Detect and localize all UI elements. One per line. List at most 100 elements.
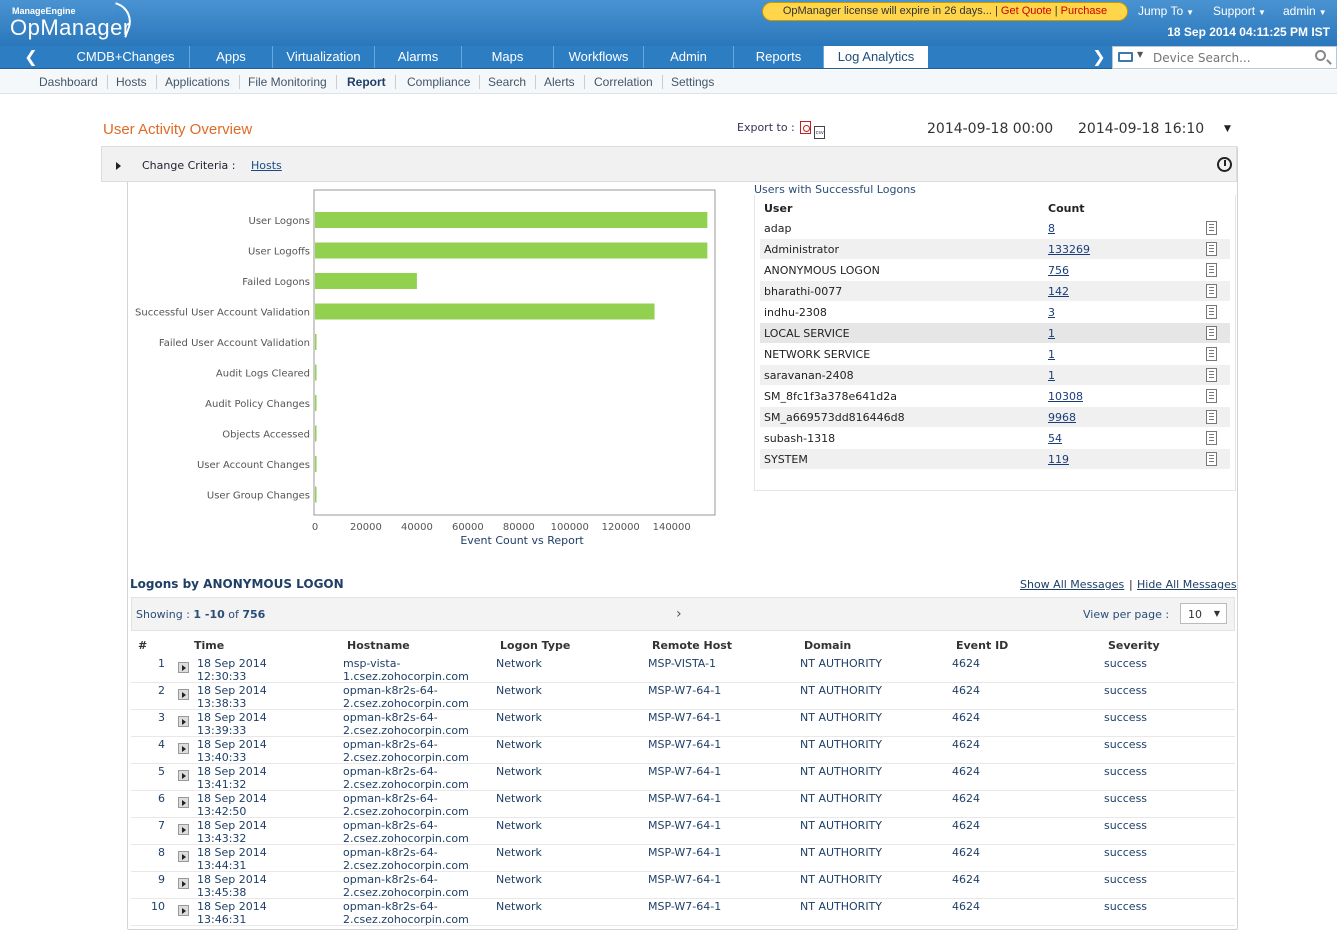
details-report-icon[interactable] xyxy=(1206,242,1217,256)
tab-log-analytics[interactable]: Log Analytics xyxy=(824,46,928,68)
expand-row-icon[interactable] xyxy=(178,662,189,673)
table-row[interactable]: 5 18 Sep 2014 13:41:32 opman-k8r2s-64- 2.cse… xyxy=(131,764,1235,791)
chart-bar[interactable] xyxy=(315,395,317,411)
brand-logo[interactable]: OpManager xyxy=(10,15,131,40)
table-row[interactable]: 6 18 Sep 2014 13:42:50 opman-k8r2s-64- 2.cse… xyxy=(131,791,1235,818)
device-search-input[interactable] xyxy=(1153,49,1303,66)
col-count-header[interactable]: Count xyxy=(1048,202,1085,215)
user-count-link[interactable]: 10308 xyxy=(1048,390,1083,403)
details-report-icon[interactable] xyxy=(1206,410,1217,424)
chart-bar[interactable] xyxy=(315,212,708,228)
table-row[interactable]: 10 18 Sep 2014 13:46:31 opman-k8r2s-64- 2.cs… xyxy=(131,899,1235,926)
expand-row-icon[interactable] xyxy=(178,824,189,835)
expand-row-icon[interactable] xyxy=(178,851,189,862)
col-hostname-header[interactable]: Hostname xyxy=(347,639,410,652)
chart-bar[interactable] xyxy=(315,303,655,320)
purchase-link[interactable]: Purchase xyxy=(1060,5,1108,17)
chevron-down-icon[interactable]: ▼ xyxy=(1137,50,1144,59)
expand-row-icon[interactable] xyxy=(178,878,189,889)
chart-bar[interactable] xyxy=(315,242,708,259)
user-count-link[interactable]: 8 xyxy=(1048,222,1055,235)
details-report-icon[interactable] xyxy=(1206,221,1217,235)
expand-row-icon[interactable] xyxy=(178,797,189,808)
chart-bar[interactable] xyxy=(315,334,317,350)
subnav-search[interactable]: Search xyxy=(479,75,537,89)
user-count-link[interactable]: 756 xyxy=(1048,264,1069,277)
col-user-header[interactable]: User xyxy=(764,202,793,215)
expand-row-icon[interactable] xyxy=(178,743,189,754)
get-quote-link[interactable]: Get Quote xyxy=(1000,5,1052,17)
details-report-icon[interactable] xyxy=(1206,389,1217,403)
table-row[interactable]: 7 18 Sep 2014 13:43:32 opman-k8r2s-64- 2.cse… xyxy=(131,818,1235,845)
show-all-messages-link[interactable]: Show All Messages xyxy=(1020,578,1125,591)
col-severity-header[interactable]: Severity xyxy=(1108,639,1160,652)
expand-row-icon[interactable] xyxy=(178,689,189,700)
support-menu[interactable]: Support ▼ xyxy=(1213,4,1266,18)
details-report-icon[interactable] xyxy=(1206,326,1217,340)
details-report-icon[interactable] xyxy=(1206,263,1217,277)
chart-bar[interactable] xyxy=(315,273,417,289)
user-count-link[interactable]: 54 xyxy=(1048,432,1062,445)
criteria-hosts-link[interactable]: Hosts xyxy=(251,159,282,172)
table-row[interactable]: 4 18 Sep 2014 13:40:33 opman-k8r2s-64- 2.cse… xyxy=(131,737,1235,764)
table-row[interactable]: 2 18 Sep 2014 13:38:33 opman-k8r2s-64- 2.cse… xyxy=(131,683,1235,710)
date-range-dropdown-icon[interactable]: ▼ xyxy=(1224,124,1231,134)
user-count-link[interactable]: 1 xyxy=(1048,327,1055,340)
details-report-icon[interactable] xyxy=(1206,284,1217,298)
tab-workflows[interactable]: Workflows xyxy=(554,46,644,68)
chart-bar[interactable] xyxy=(315,364,317,381)
table-row[interactable]: 3 18 Sep 2014 13:39:33 opman-k8r2s-64- 2.cse… xyxy=(131,710,1235,737)
nav-scroll-left-icon[interactable]: ❮ xyxy=(24,47,38,66)
col-domain-header[interactable]: Domain xyxy=(804,639,852,652)
subnav-alerts[interactable]: Alerts xyxy=(535,75,585,89)
pdf-export-icon[interactable] xyxy=(800,121,812,134)
subnav-dashboard[interactable]: Dashboard xyxy=(30,75,108,89)
details-report-icon[interactable] xyxy=(1206,347,1217,361)
tab-admin[interactable]: Admin xyxy=(644,46,734,68)
csv-export-icon[interactable]: csv xyxy=(814,126,826,139)
expand-row-icon[interactable] xyxy=(178,770,189,781)
chart-bar[interactable] xyxy=(315,456,317,472)
col-time-header[interactable]: Time xyxy=(194,639,225,652)
date-from[interactable]: 2014-09-18 00:00 xyxy=(927,121,1054,137)
tab-alarms[interactable]: Alarms xyxy=(375,46,462,68)
subnav-compliance[interactable]: Compliance xyxy=(398,75,481,89)
subnav-file-monitoring[interactable]: File Monitoring xyxy=(239,75,337,89)
tab-reports[interactable]: Reports xyxy=(734,46,824,68)
date-to[interactable]: 2014-09-18 16:10 xyxy=(1078,121,1205,137)
subnav-hosts[interactable]: Hosts xyxy=(107,75,157,89)
chart-bar[interactable] xyxy=(315,425,317,442)
col-remote-host-header[interactable]: Remote Host xyxy=(652,639,733,652)
next-page-icon[interactable]: › xyxy=(676,606,682,622)
details-report-icon[interactable] xyxy=(1206,431,1217,445)
col-event-id-header[interactable]: Event ID xyxy=(956,639,1009,652)
user-count-link[interactable]: 1 xyxy=(1048,369,1055,382)
tab-virtualization[interactable]: Virtualization xyxy=(273,46,375,68)
expand-row-icon[interactable] xyxy=(178,905,189,916)
user-count-link[interactable]: 1 xyxy=(1048,348,1055,361)
subnav-settings[interactable]: Settings xyxy=(671,75,715,89)
table-row[interactable]: 8 18 Sep 2014 13:44:31 opman-k8r2s-64- 2.cse… xyxy=(131,845,1235,872)
user-count-link[interactable]: 9968 xyxy=(1048,411,1076,424)
subnav-report[interactable]: Report xyxy=(338,75,396,89)
nav-scroll-right-icon[interactable]: ❯ xyxy=(1092,47,1106,66)
admin-menu[interactable]: admin ▼ xyxy=(1283,4,1327,18)
tab-apps[interactable]: Apps xyxy=(190,46,273,68)
monitor-icon[interactable] xyxy=(1118,52,1133,62)
table-row[interactable]: 9 18 Sep 2014 13:45:38 opman-k8r2s-64- 2.cse… xyxy=(131,872,1235,899)
schedule-clock-icon[interactable] xyxy=(1217,157,1232,172)
user-count-link[interactable]: 133269 xyxy=(1048,243,1090,256)
jump-to-menu[interactable]: Jump To ▼ xyxy=(1138,4,1194,18)
tab-maps[interactable]: Maps xyxy=(462,46,554,68)
table-row[interactable]: 1 18 Sep 2014 12:30:33 msp-vista- 1.csez.zoh… xyxy=(131,656,1235,683)
expand-criteria-icon[interactable] xyxy=(116,162,121,170)
subnav-applications[interactable]: Applications xyxy=(156,75,240,89)
subnav-correlation[interactable]: Correlation xyxy=(585,75,663,89)
col-logon-type-header[interactable]: Logon Type xyxy=(500,639,571,652)
tab-cmdb-changes[interactable]: CMDB+Changes xyxy=(62,46,190,68)
expand-row-icon[interactable] xyxy=(178,716,189,727)
chart-bar[interactable] xyxy=(315,486,317,503)
user-count-link[interactable]: 119 xyxy=(1048,453,1069,466)
details-report-icon[interactable] xyxy=(1206,452,1217,466)
hide-all-messages-link[interactable]: Hide All Messages xyxy=(1137,578,1237,591)
